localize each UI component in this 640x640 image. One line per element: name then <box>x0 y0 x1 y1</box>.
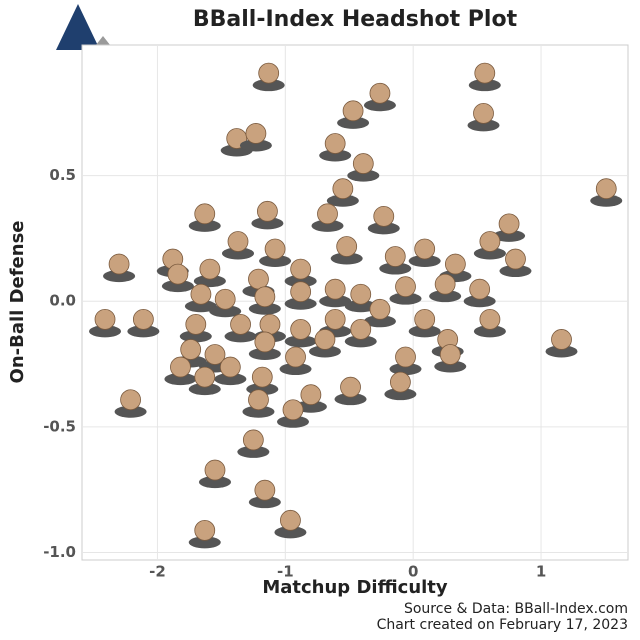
chart-title: BBall-Index Headshot Plot <box>193 7 518 32</box>
headshot <box>164 356 197 386</box>
headshot <box>237 429 270 458</box>
headshot <box>276 399 309 428</box>
headshot <box>473 231 506 260</box>
headshot <box>188 519 221 549</box>
headshot <box>319 278 352 308</box>
x-tick-label: 1 <box>536 563 546 581</box>
headshot <box>114 389 147 418</box>
headshot <box>344 318 377 348</box>
headshot <box>499 248 532 278</box>
headshot <box>284 258 317 288</box>
headshot <box>467 102 500 132</box>
headshot <box>429 273 462 303</box>
x-tick-label: -1 <box>277 563 294 581</box>
headshot <box>248 479 281 509</box>
headshot <box>311 203 344 232</box>
headshot <box>127 308 160 338</box>
headshot <box>308 329 341 358</box>
headshot <box>389 346 422 376</box>
headshot <box>89 308 122 338</box>
headshot <box>590 178 623 207</box>
headshot <box>248 331 281 360</box>
headshot <box>493 213 526 242</box>
headshot <box>384 371 417 401</box>
headshot <box>179 313 212 343</box>
headshot <box>284 318 317 348</box>
y-axis-label: On-Ball Defense <box>7 221 28 384</box>
headshot <box>274 509 307 539</box>
headshot <box>248 286 281 315</box>
headshot <box>326 178 359 207</box>
headshot <box>252 62 285 92</box>
x-axis-label: Matchup Difficulty <box>262 577 448 598</box>
headshot <box>337 100 370 129</box>
headshot <box>367 205 400 235</box>
headshot <box>463 278 496 308</box>
y-tick-label: 0.0 <box>49 292 76 310</box>
headshot <box>188 203 221 232</box>
headshot <box>279 346 312 376</box>
headshot <box>251 200 284 230</box>
headshot <box>284 281 317 310</box>
y-tick-label: 0.5 <box>49 166 76 184</box>
headshot <box>473 308 506 338</box>
source-note: Source & Data: BBall-Index.com <box>404 601 628 617</box>
headshot <box>363 298 396 328</box>
headshot <box>214 356 247 386</box>
headshot <box>209 288 242 318</box>
headshot <box>468 62 501 92</box>
x-tick-label: 0 <box>408 563 418 581</box>
headshot <box>434 344 467 373</box>
headshot <box>545 329 578 358</box>
headshot <box>239 123 272 152</box>
headshot <box>334 376 367 406</box>
headshot <box>379 246 412 275</box>
created-note: Chart created on February 17, 2023 <box>377 617 628 633</box>
headshot <box>363 82 396 112</box>
headshot <box>319 133 352 162</box>
headshot <box>408 238 441 267</box>
logo <box>56 4 114 50</box>
headshot <box>103 253 136 283</box>
headshot <box>184 283 217 313</box>
headshot <box>347 153 380 182</box>
headshot <box>224 313 257 343</box>
headshot <box>198 459 231 489</box>
headshot <box>344 283 377 313</box>
headshot <box>294 384 327 413</box>
y-tick-label: -0.5 <box>43 417 76 435</box>
y-tick-label: -1.0 <box>43 543 76 561</box>
headshot <box>389 276 422 305</box>
headshot <box>242 389 275 418</box>
headshot <box>161 263 194 293</box>
headshot <box>188 366 221 396</box>
headshot <box>330 236 363 265</box>
x-tick-label: -2 <box>149 563 166 581</box>
headshot <box>222 231 254 260</box>
headshot <box>259 238 292 267</box>
headshot <box>408 308 441 338</box>
